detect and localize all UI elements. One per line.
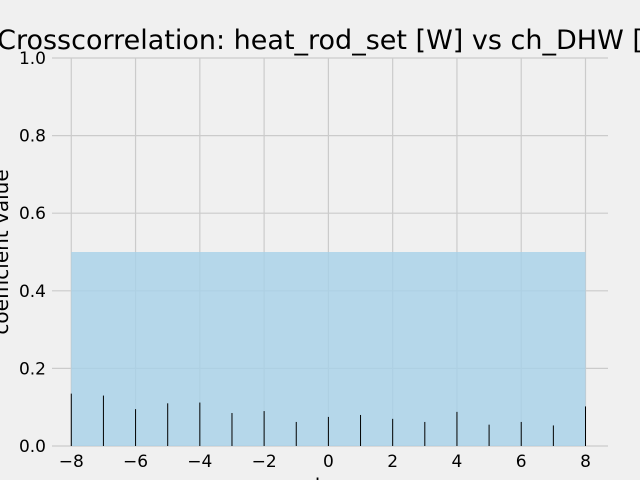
x-tick-label: 4	[452, 452, 463, 472]
y-tick-label: 0.6	[19, 204, 46, 224]
y-tick-label: 0.4	[19, 282, 46, 302]
y-tick-labels: 0.0 0.2 0.4 0.6 0.8 1.0	[19, 49, 46, 457]
x-tick-label: 2	[387, 452, 398, 472]
y-tick-label: 0.8	[19, 127, 46, 147]
x-tick-label: −4	[187, 452, 212, 472]
x-tick-label: −2	[252, 452, 277, 472]
x-tick-label: 0	[323, 452, 334, 472]
y-tick-label: 0.2	[19, 359, 46, 379]
y-tick-label: 0.0	[19, 437, 46, 457]
x-tick-label: −8	[59, 452, 84, 472]
correlation-bars	[70, 393, 587, 446]
y-axis-label: coefficient value	[0, 169, 13, 334]
x-axis-label: lag	[315, 474, 346, 480]
x-tick-label: 6	[516, 452, 527, 472]
confidence-band	[71, 252, 586, 446]
x-tick-labels: −8 −6 −4 −2 0 2 4 6 8	[59, 452, 591, 472]
y-tick-label: 1.0	[19, 49, 46, 69]
x-tick-label: −6	[123, 452, 148, 472]
chart-title: Crosscorrelation: heat_rod_set [W] vs ch…	[0, 25, 640, 56]
x-tick-label: 8	[580, 452, 591, 472]
